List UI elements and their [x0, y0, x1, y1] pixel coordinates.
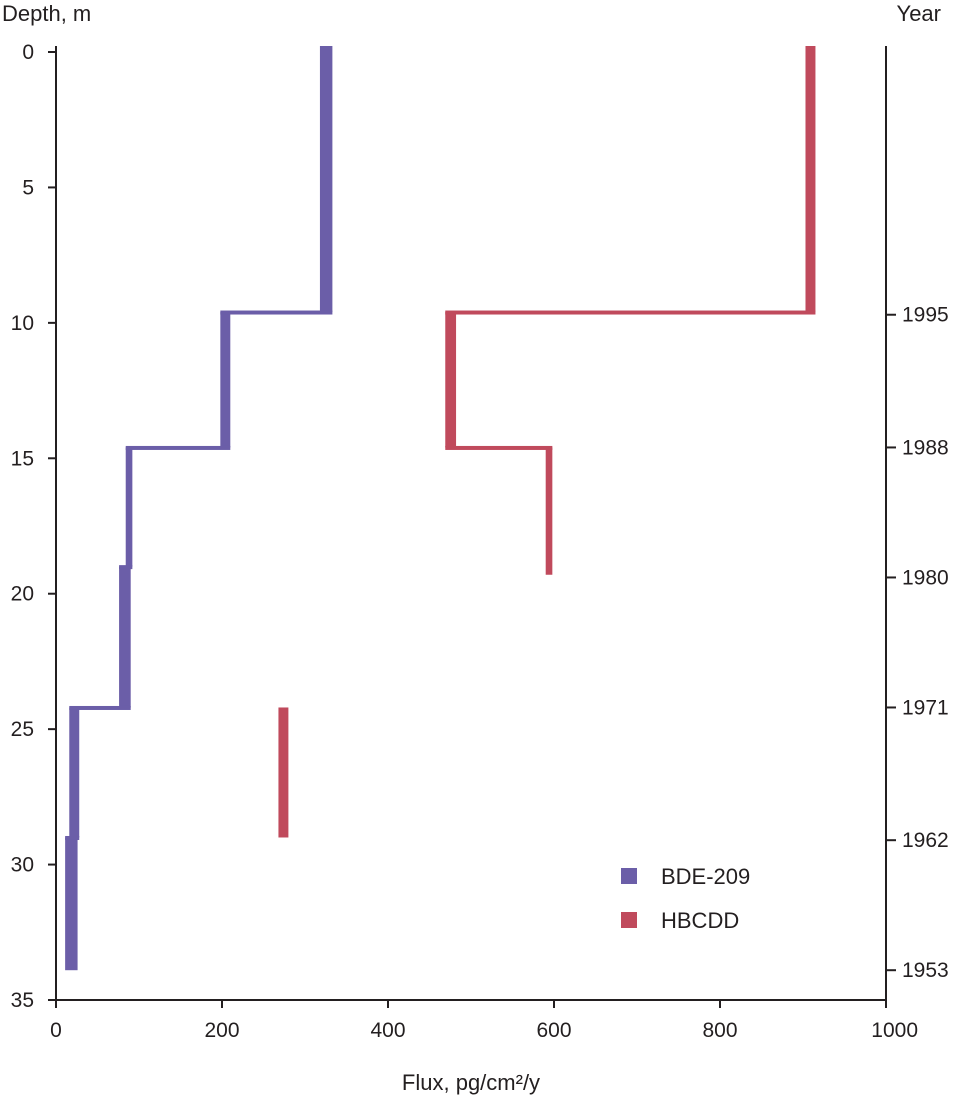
- year-tick-label: 1995: [902, 304, 949, 327]
- plot-area: 0 5 10 15 20 25 30 35 0 200 400 600 800 1000 1995 1988 1…: [11, 41, 949, 1042]
- series-bde-209-step-1: [125, 445, 231, 450]
- series-hbcdd-segment-3: [278, 707, 289, 838]
- x-tick-label: 0: [50, 1019, 62, 1042]
- year-tick-label: 1962: [902, 829, 949, 852]
- y-tick-label: 35: [11, 989, 34, 1012]
- series-hbcdd-segment-2: [545, 447, 553, 575]
- ticks-layer: 0 5 10 15 20 25 30 35 0 200 400 600 800 1000 1995 1988 1…: [11, 41, 949, 1042]
- legend-swatch-hbcdd: [621, 912, 637, 928]
- series-hbcdd-segment-0: [805, 46, 816, 313]
- series-bde-209: [65, 46, 333, 971]
- series-bde-209-step-0: [220, 310, 333, 315]
- year-tick-label: 1980: [902, 566, 949, 589]
- year-axis-title: Year: [897, 1, 941, 26]
- x-tick-label: 400: [370, 1019, 405, 1042]
- x-tick-label: 200: [204, 1019, 239, 1042]
- y-tick-label: 0: [22, 41, 34, 64]
- x-tick-label: 600: [536, 1019, 571, 1042]
- y-axis-title: Depth, m: [2, 1, 91, 26]
- series-bde-209-step-4: [65, 835, 80, 840]
- series-bde-209-segment-5: [65, 837, 78, 971]
- series-bde-209-segment-4: [69, 707, 80, 838]
- legend-swatch-bde-209: [621, 868, 637, 884]
- x-tick-label: 1000: [871, 1019, 918, 1042]
- legend-label-bde-209: BDE-209: [661, 864, 750, 889]
- series-hbcdd: [278, 46, 816, 838]
- y-tick-label: 15: [11, 447, 34, 470]
- y-tick-label: 10: [11, 312, 34, 335]
- year-tick-label: 1971: [902, 696, 949, 719]
- legend: BDE-209 HBCDD: [621, 864, 750, 933]
- series-bde-209-segment-1: [220, 312, 231, 448]
- y-tick-label: 20: [11, 583, 34, 606]
- year-tick-label: 1988: [902, 436, 949, 459]
- y-tick-label: 25: [11, 718, 34, 741]
- x-axis-title: Flux, pg/cm²/y: [402, 1070, 540, 1095]
- x-tick-label: 800: [702, 1019, 737, 1042]
- series-hbcdd-step-1: [445, 445, 553, 450]
- legend-label-hbcdd: HBCDD: [661, 908, 739, 933]
- year-tick-label: 1953: [902, 959, 949, 982]
- y-tick-label: 30: [11, 854, 34, 877]
- series-layer: [65, 46, 816, 971]
- series-bde-209-step-3: [69, 705, 131, 710]
- series-hbcdd-segment-1: [445, 312, 457, 448]
- series-bde-209-segment-2: [125, 447, 133, 567]
- series-bde-209-segment-0: [319, 46, 333, 313]
- y-tick-label: 5: [22, 176, 34, 199]
- series-bde-209-step-2: [119, 565, 133, 570]
- series-hbcdd-step-0: [445, 310, 816, 315]
- series-bde-209-segment-3: [119, 566, 131, 708]
